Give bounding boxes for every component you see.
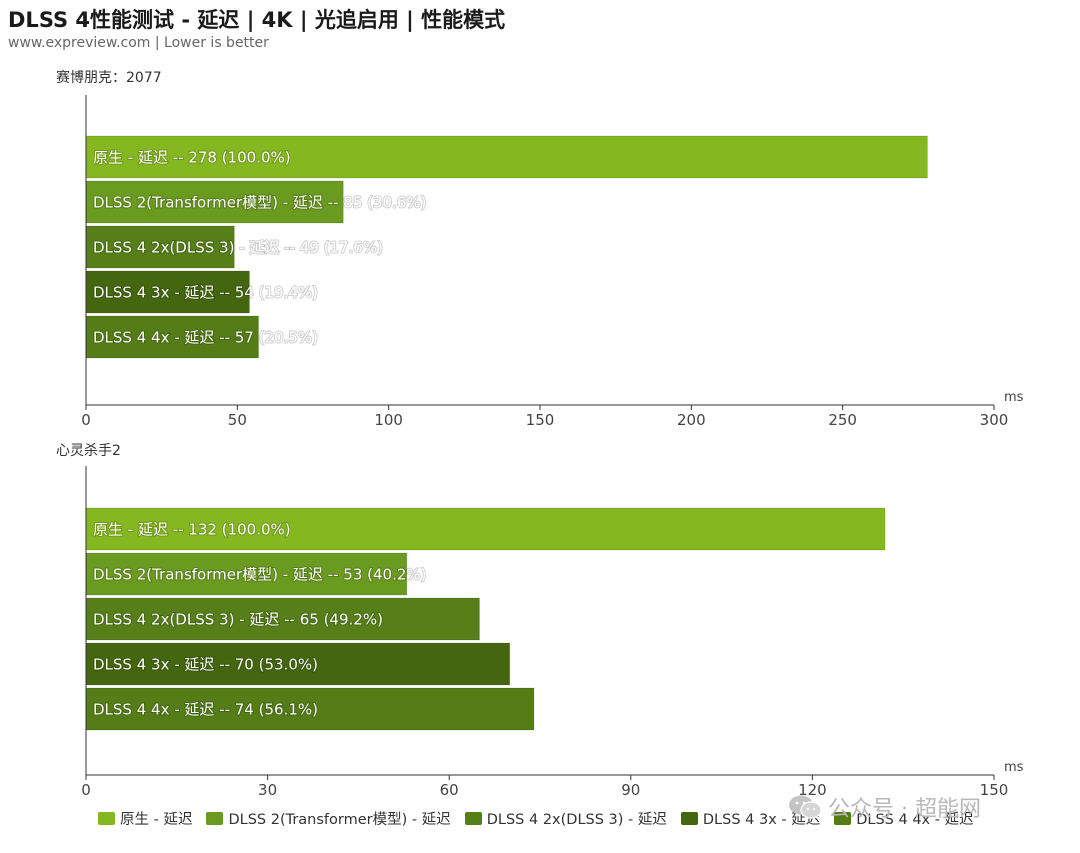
chart-title: DLSS 4性能测试 - 延迟 | 4K | 光追启用 | 性能模式	[8, 8, 506, 32]
bar	[85, 507, 886, 551]
legend-label: 原生 - 延迟	[120, 812, 193, 828]
x-tick-label: 60	[440, 781, 459, 799]
bar	[85, 687, 535, 731]
legend-swatch	[464, 812, 482, 825]
legend-item[interactable]: DLSS 4 4x - 延迟	[834, 808, 974, 829]
x-tick-label: 30	[258, 781, 277, 799]
legend-label: DLSS 2(Transformer模型) - 延迟	[228, 812, 451, 828]
watermark: 公众号 · 超能网	[788, 791, 981, 823]
x-axis-unit: ms	[1004, 390, 1024, 405]
legend-item[interactable]: 原生 - 延迟	[98, 808, 192, 829]
bar-label: DLSS 4 4x - 延迟 -- 57 (20.5%)	[93, 329, 318, 347]
legend-item[interactable]: DLSS 2(Transformer模型) - 延迟	[206, 808, 451, 829]
x-tick-label: 50	[228, 411, 247, 429]
bar-label: DLSS 4 4x - 延迟 -- 74 (56.1%)	[93, 701, 318, 719]
x-axis-unit: ms	[1004, 760, 1024, 775]
bar-label: DLSS 4 3x - 延迟 -- 54 (19.4%)	[93, 284, 318, 302]
bar-label: 原生 - 延迟 -- 278 (100.0%)	[93, 149, 291, 167]
x-tick-label: 200	[677, 411, 706, 429]
wechat-icon	[789, 795, 822, 819]
bar	[85, 552, 408, 596]
bar-label: DLSS 4 2x(DLSS 3) - 延迟 -- 65 (49.2%)	[93, 611, 383, 629]
bar-label: DLSS 4 2x(DLSS 3) - 延迟 -- 49 (17.6%)	[93, 239, 383, 257]
legend-label: DLSS 4 4x - 延迟	[856, 812, 974, 828]
legend: 原生 - 延迟 DLSS 2(Transformer模型) - 延迟 DLSS …	[98, 808, 974, 829]
legend-item[interactable]: DLSS 4 3x - 延迟	[680, 808, 821, 829]
x-tick-label: 90	[621, 781, 640, 799]
x-tick-label: 250	[828, 411, 857, 429]
x-tick-label: 120	[798, 781, 827, 799]
x-tick-label: 150	[526, 411, 555, 429]
legend-label: DLSS 4 2x(DLSS 3) - 延迟	[486, 812, 667, 828]
bar	[85, 225, 235, 269]
watermark-text: 公众号 · 超能网	[828, 797, 981, 822]
x-tick-label: 100	[374, 411, 403, 429]
x-tick-label: 300	[980, 411, 1009, 429]
legend-swatch	[680, 812, 698, 825]
legend-item[interactable]: DLSS 4 2x(DLSS 3) - 延迟	[464, 808, 667, 829]
legend-swatch	[834, 812, 852, 825]
bar	[85, 315, 260, 359]
x-tick-label: 0	[81, 411, 91, 429]
bar-label: DLSS 4 3x - 延迟 -- 70 (53.0%)	[93, 656, 318, 674]
legend-label: DLSS 4 3x - 延迟	[702, 812, 821, 828]
bar-label: DLSS 2(Transformer模型) - 延迟 -- 53 (40.2%)	[93, 566, 427, 584]
bar	[85, 597, 480, 641]
legend-swatch	[206, 812, 224, 825]
bar	[85, 642, 511, 686]
panel-title: 赛博朋克：2077	[56, 69, 162, 86]
bar-label: DLSS 2(Transformer模型) - 延迟 -- 85 (30.6%)	[93, 194, 427, 212]
bar	[85, 180, 344, 224]
x-tick-label: 150	[980, 781, 1009, 799]
chart-subtitle: www.expreview.com | Lower is better	[8, 35, 269, 51]
legend-swatch	[98, 812, 115, 825]
panel-title: 心灵杀手2	[56, 443, 121, 459]
bar	[85, 135, 928, 179]
bar	[85, 270, 250, 314]
bar-label: 原生 - 延迟 -- 132 (100.0%)	[93, 521, 291, 539]
x-tick-label: 0	[81, 781, 91, 799]
